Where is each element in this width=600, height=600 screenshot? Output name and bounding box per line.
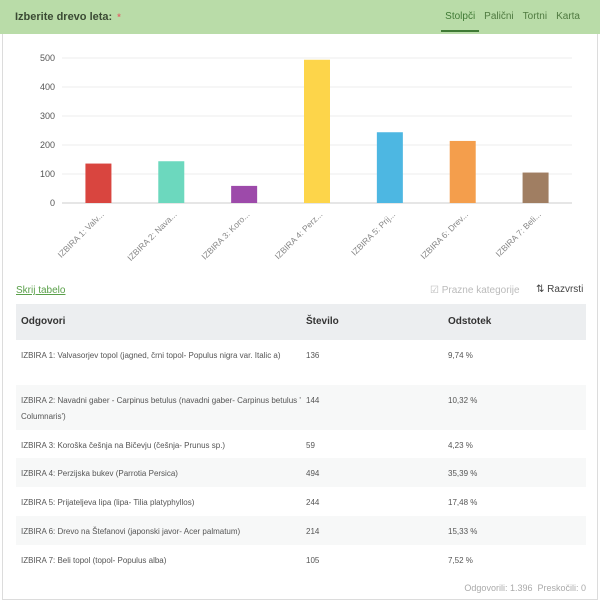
hide-table-link[interactable]: Skrij tabelo [16,285,66,296]
bar[interactable] [449,140,476,203]
table-row: IZBIRA 3: Koroška češnja na Bičevju (češ… [16,430,586,458]
y-tick-label: 400 [40,82,55,92]
table-row: IZBIRA 5: Prijateljeva lipa (lipa- Tilia… [16,487,586,516]
tab-karta[interactable]: Karta [556,11,580,22]
percent-cell: 35,39 % [448,469,478,478]
x-tick-label: IZBIRA 2: Nava... [125,209,179,263]
y-tick-label: 100 [40,169,55,179]
empty-categories-checkbox[interactable]: ☑ Prazne kategorije [430,285,520,296]
percent-cell: 15,33 % [448,527,478,536]
count-cell: 144 [306,396,320,405]
col-count: Število [306,316,339,327]
question-header: Izberite drevo leta: * Stolpči Palični To… [0,0,600,34]
percent-cell: 4,23 % [448,441,473,450]
question-title: Izberite drevo leta: * [15,11,121,23]
answer-cell: IZBIRA 3: Koroška češnja na Bičevju (češ… [21,441,226,450]
response-summary: Odgovorili: 1.396 Preskočili: 0 [464,583,586,593]
table-row: IZBIRA 2: Navadni gaber - Carpinus betul… [16,385,586,430]
percent-cell: 9,74 % [448,351,473,360]
x-tick-label: IZBIRA 7: Beli... [493,209,542,258]
percent-cell: 17,48 % [448,498,478,507]
col-answers: Odgovori [21,316,66,327]
bar-chart: 0 100 200 300 400 500 IZBIRA 1: Valv... IZBIRA … [40,53,572,263]
empty-categories-label: Prazne kategorije [441,285,520,296]
tab-stolpci[interactable]: Stolpči [441,11,480,32]
y-tick-label: 500 [40,53,55,63]
col-percent: Odstotek [448,316,492,327]
table-row: IZBIRA 6: Drevo na Štefanovi (japonski j… [16,516,586,545]
answer-cell: IZBIRA 6: Drevo na Štefanovi (japonski j… [21,527,241,536]
count-cell: 136 [306,351,320,360]
count-cell: 494 [306,469,320,478]
bar[interactable] [85,163,112,203]
results-table: Odgovori Število Odstotek IZBIRA 1: Valv… [16,304,586,573]
answer-cell: IZBIRA 2: Navadni gaber - Carpinus betul… [21,396,301,421]
answer-cell: IZBIRA 5: Prijateljeva lipa (lipa- Tilia… [21,498,195,507]
skipped-count: Preskočili: 0 [537,583,586,593]
answered-count: Odgovorili: 1.396 [464,583,533,593]
bar[interactable] [304,59,330,204]
count-cell: 244 [306,498,320,507]
required-marker: * [117,12,121,22]
count-cell: 105 [306,556,320,565]
x-tick-label: IZBIRA 6: Drev... [418,209,470,261]
x-tick-label: IZBIRA 4: Perz... [273,209,325,261]
sort-button[interactable]: ⇅ Razvrsti [536,284,583,295]
bar[interactable] [158,161,185,203]
bar[interactable] [376,132,403,203]
bar[interactable] [522,172,549,203]
y-tick-label: 300 [40,111,55,121]
sort-label: Razvrsti [547,284,584,295]
percent-cell: 7,52 % [448,556,473,565]
tab-palicni[interactable]: Palični [484,11,514,22]
y-tick-label: 200 [40,140,55,150]
sort-icon: ⇅ [536,284,545,295]
percent-cell: 10,32 % [448,396,478,405]
table-row: IZBIRA 7: Beli topol (topol- Populus alb… [16,545,586,573]
x-tick-label: IZBIRA 5: Prij... [349,209,397,257]
bar[interactable] [231,185,258,203]
question-title-text: Izberite drevo leta: [15,11,113,23]
answer-cell: IZBIRA 1: Valvasorjev topol (jagned, črn… [21,351,281,360]
x-tick-label: IZBIRA 1: Valv... [56,209,106,259]
chart-type-tabs: Stolpči Palični Tortni Karta [441,11,580,32]
x-tick-label: IZBIRA 3: Koro... [199,209,251,261]
table-header: Odgovori Število Odstotek [16,304,586,340]
table-row: IZBIRA 1: Valvasorjev topol (jagned, črn… [16,340,586,385]
table-row: IZBIRA 4: Perzijska bukev (Parrotia Pers… [16,458,586,487]
y-tick-label: 0 [50,198,55,208]
count-cell: 214 [306,527,320,536]
answer-cell: IZBIRA 4: Perzijska bukev (Parrotia Pers… [21,469,178,478]
tab-tortni[interactable]: Tortni [522,11,548,22]
count-cell: 59 [306,441,315,450]
answer-cell: IZBIRA 7: Beli topol (topol- Populus alb… [21,556,167,565]
